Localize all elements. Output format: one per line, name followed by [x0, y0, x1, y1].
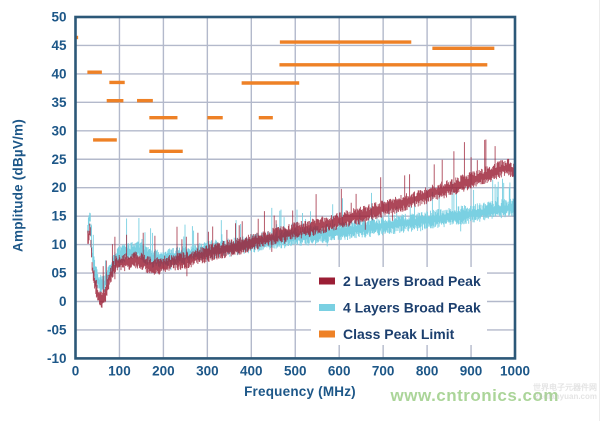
- legend-label: 2 Layers Broad Peak: [343, 273, 481, 289]
- y-tick-label: 50: [51, 10, 66, 25]
- x-tick-label: 200: [152, 363, 175, 378]
- watermark-secondary-line1: 世界电子元器件网: [533, 383, 597, 392]
- watermark-secondary-line2: 21dianyuan.com: [534, 392, 597, 401]
- watermark-cntronics: www.cntronics.com: [390, 386, 559, 405]
- x-tick-label: 600: [328, 363, 351, 378]
- plot-border: [74, 15, 517, 360]
- x-tick-label: 100: [108, 363, 131, 378]
- x-tick-label: 400: [240, 363, 263, 378]
- y-tick-label: 20: [51, 180, 66, 195]
- y-axis-title: Amplitude (dBµV/m): [10, 119, 26, 252]
- y-tick-label: -05: [47, 322, 67, 337]
- x-tick-label: 700: [372, 363, 395, 378]
- watermark-secondary: 世界电子元器件网 21dianyuan.com: [533, 383, 597, 401]
- legend-swatch: [319, 330, 335, 338]
- trace-2-layers: [87, 139, 516, 308]
- legend-background: [311, 267, 487, 345]
- x-tick-label: 300: [196, 363, 219, 378]
- legend-swatch: [319, 277, 335, 285]
- x-tick-label: 500: [284, 363, 307, 378]
- x-tick-label: 1000: [500, 363, 530, 378]
- y-tick-label: 40: [51, 66, 66, 81]
- legend-label: 4 Layers Broad Peak: [343, 300, 481, 316]
- y-tick-label: 35: [51, 95, 67, 110]
- y-tick-label: 0: [59, 294, 67, 309]
- y-tick-label: 10: [51, 237, 66, 252]
- x-tick-label: 900: [460, 363, 483, 378]
- y-tick-label: 25: [51, 152, 67, 167]
- legend-swatch: [319, 304, 335, 311]
- y-tick-label: 45: [51, 38, 67, 53]
- x-axis-title: Frequency (MHz): [244, 384, 356, 399]
- legend-label: Class Peak Limit: [343, 326, 455, 342]
- y-tick-label: 30: [51, 123, 66, 138]
- y-tick-label: 05: [51, 266, 67, 281]
- x-tick-label: 0: [72, 363, 80, 378]
- y-tick-label: 15: [51, 209, 67, 224]
- y-tick-label: -10: [47, 351, 67, 366]
- x-tick-label: 800: [416, 363, 439, 378]
